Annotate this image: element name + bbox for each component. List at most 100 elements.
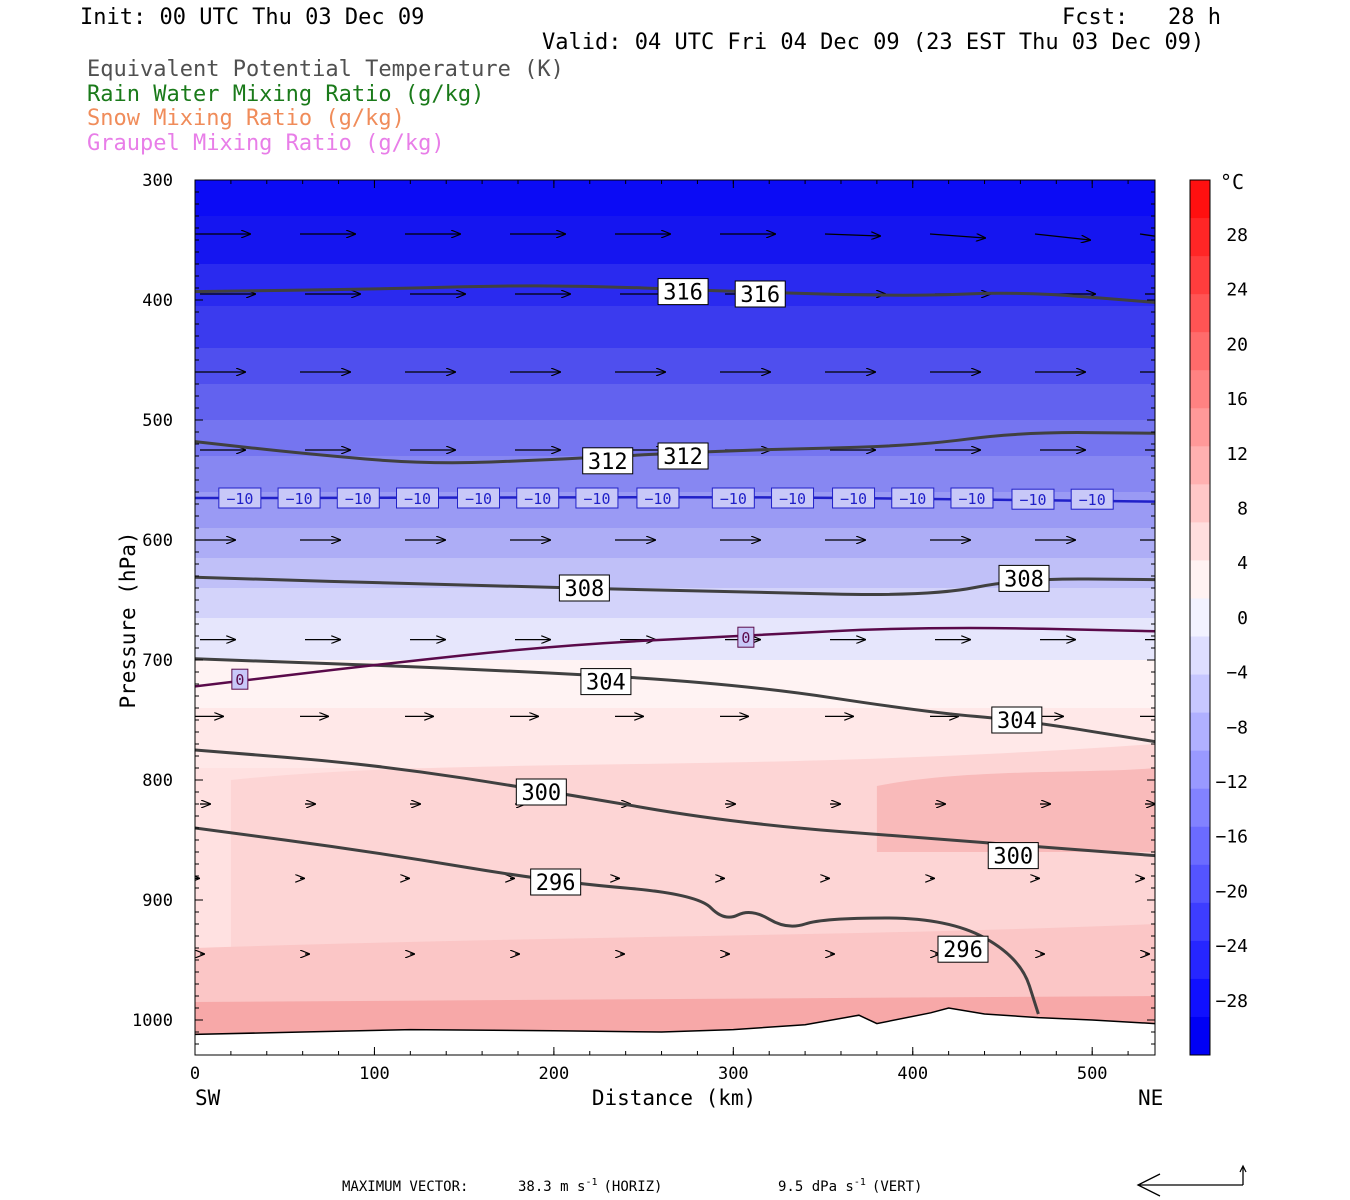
x-tick-label: 400	[897, 1064, 928, 1084]
y-axis-label: Pressure (hPa)	[116, 531, 140, 708]
temperature-label-box	[1011, 488, 1055, 510]
shade-band	[195, 384, 1155, 420]
temperature-contour	[195, 626, 1155, 688]
colorbar-swatch	[1190, 560, 1210, 599]
max-vector-vert: 9.5 dPa s-1 (VERT)	[778, 1177, 922, 1195]
shade-band	[195, 348, 1155, 384]
colorbar-swatch	[1190, 978, 1210, 1018]
colorbar-swatch	[1190, 180, 1210, 219]
terrain-mask	[194, 1007, 1156, 1056]
colorbar-frame	[1189, 179, 1211, 1056]
temperature-label: −10	[899, 490, 926, 508]
x-axis-label: Distance (km)	[592, 1086, 756, 1110]
shade-band	[195, 180, 1155, 216]
y-tick-label: 300	[142, 171, 173, 191]
surface-line	[194, 1007, 1156, 1036]
colorbar-tick-label: −20	[1215, 881, 1248, 902]
temperature-label: −10	[286, 490, 313, 508]
temperature-label-box	[771, 487, 815, 509]
temperature-label: 0	[235, 671, 244, 689]
colorbar: 28 24 20 16 12 8 4 0 −4 −8 −12 −16 −20 −24 −28	[1189, 179, 1248, 1056]
legend-theta-e: Equivalent Potential Temperature (K)	[87, 57, 564, 82]
x-tick-label: 100	[359, 1064, 390, 1084]
temperature-label-box	[950, 487, 994, 509]
theta-e-label-box	[734, 280, 786, 308]
valid-time: Valid: 04 UTC Fri 04 Dec 09 (23 EST Thu …	[542, 30, 1205, 55]
plot-frame	[194, 179, 1156, 1056]
theta-e-contour	[195, 575, 1155, 597]
theta-e-label: 296	[943, 938, 983, 963]
temperature-label: −10	[840, 490, 867, 508]
theta-e-label: 308	[1004, 567, 1044, 592]
temperature-label: −10	[345, 490, 372, 508]
sw-label: SW	[195, 1086, 221, 1110]
theta-e-contour	[195, 284, 1155, 304]
wind-vector	[1034, 233, 1090, 240]
y-tick-label: 900	[142, 891, 173, 911]
colorbar-tick-label: 12	[1226, 444, 1248, 465]
temperature-label: −10	[644, 490, 671, 508]
temperature-label: −10	[1079, 491, 1106, 509]
colorbar-unit: °C	[1220, 170, 1244, 194]
temperature-label: −10	[958, 490, 985, 508]
shade-band	[195, 216, 1155, 264]
forecast-hour: Fcst: 28 h	[1062, 5, 1221, 30]
theta-e-label: 304	[997, 709, 1037, 734]
colorbar-swatch	[1190, 218, 1210, 257]
theta-e-label-box	[558, 574, 610, 602]
colorbar-tick-label: 0	[1237, 608, 1248, 629]
temperature-label-box	[636, 487, 680, 509]
ne-label: NE	[1138, 1086, 1163, 1110]
colorbar-tick-label: 8	[1237, 499, 1248, 520]
x-tick-label: 300	[718, 1064, 749, 1084]
colorbar-swatch	[1190, 712, 1210, 752]
colorbar-swatch	[1190, 446, 1210, 485]
temperature-label-box	[891, 487, 935, 509]
theta-e-contour	[195, 826, 1040, 1015]
theta-e-label: 316	[663, 281, 703, 306]
temperature-label-box	[277, 487, 321, 509]
temperature-label-box	[516, 487, 560, 509]
y-tick-label: 500	[142, 411, 173, 431]
temperature-label-box	[396, 487, 440, 509]
wind-vector	[1139, 233, 1155, 237]
theta-e-label-box	[530, 868, 582, 896]
colorbar-tick-label: −24	[1215, 936, 1248, 957]
colorbar-swatch	[1190, 636, 1210, 676]
temperature-label: −10	[465, 490, 492, 508]
wind-vector	[929, 233, 985, 238]
shade-band	[195, 306, 1155, 348]
temperature-label: 0	[741, 629, 750, 647]
theta-e-label: 304	[586, 671, 626, 696]
warm-region	[876, 768, 1155, 852]
colorbar-swatch	[1190, 598, 1210, 638]
axes: 300 400 500 600 700 800 900 1000 0 100 200 300 400 50…	[132, 171, 1155, 1084]
legend-rain: Rain Water Mixing Ratio (g/kg)	[87, 82, 485, 107]
temperature-label-box	[457, 487, 501, 509]
temperature-label-box	[231, 668, 249, 690]
reference-vector-icon	[1136, 1164, 1247, 1197]
theta-e-label-box	[580, 668, 632, 696]
y-tick-label: 400	[142, 291, 173, 311]
x-tick-label: 500	[1077, 1064, 1108, 1084]
shade-band	[195, 588, 1155, 618]
temperature-label-box	[1070, 488, 1114, 510]
contour-labels: 316 316 312 312 308 308 304 304 300 300 296 296 −10 −…	[218, 278, 1114, 963]
theta-e-label: 312	[588, 450, 628, 475]
theta-e-label-box	[998, 564, 1050, 592]
temperature-label: −10	[1019, 491, 1046, 509]
colorbar-swatch	[1190, 408, 1210, 447]
theta-e-label: 300	[993, 845, 1033, 870]
temperature-label-box	[575, 487, 619, 509]
temperature-label-box	[832, 487, 876, 509]
theta-e-label: 300	[521, 781, 561, 806]
shade-band	[195, 528, 1155, 558]
theta-e-label: 296	[536, 871, 576, 896]
theta-e-label: 312	[663, 445, 703, 470]
colorbar-swatch	[1190, 750, 1210, 790]
colorbar-swatch	[1190, 788, 1210, 828]
temperature-label: −10	[779, 490, 806, 508]
wind-vectors	[195, 233, 1155, 954]
colorbar-swatch	[1190, 370, 1210, 409]
